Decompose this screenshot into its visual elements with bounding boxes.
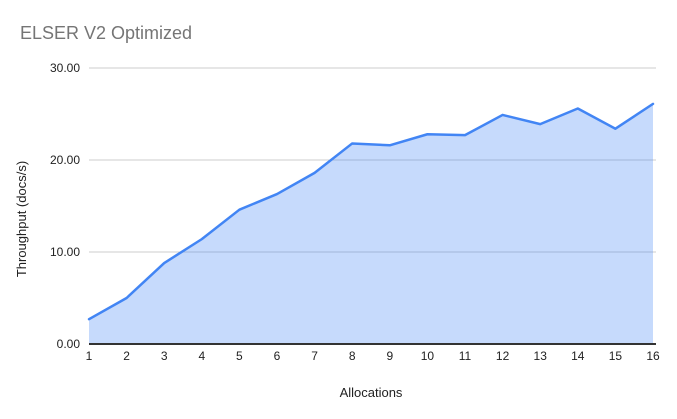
x-tick-label: 15 <box>609 349 623 363</box>
series-area-fill <box>89 103 653 344</box>
x-tick-label: 6 <box>274 349 281 363</box>
x-tick-label: 8 <box>349 349 356 363</box>
x-tick-label: 16 <box>646 349 660 363</box>
x-tick-label: 9 <box>386 349 393 363</box>
x-tick-label: 2 <box>123 349 130 363</box>
y-tick-label: 20.00 <box>50 153 80 167</box>
x-tick-label: 11 <box>459 349 472 363</box>
series-line <box>87 102 655 321</box>
x-axis-title: Allocations <box>339 385 403 400</box>
x-tick-label: 1 <box>86 349 93 363</box>
y-tick-label: 0.00 <box>57 337 81 351</box>
x-tick-label: 7 <box>311 349 318 363</box>
x-tick-label: 13 <box>534 349 548 363</box>
x-tick-label: 14 <box>571 349 585 363</box>
x-tick-label: 3 <box>161 349 168 363</box>
x-tick-label: 12 <box>496 349 510 363</box>
x-tick-label: 5 <box>236 349 243 363</box>
chart-title: ELSER V2 Optimized <box>20 23 193 43</box>
y-tick-label: 30.00 <box>50 61 80 75</box>
x-tick-label: 4 <box>198 349 205 363</box>
y-tick-label: 10.00 <box>50 245 80 259</box>
x-tick-label: 10 <box>421 349 435 363</box>
